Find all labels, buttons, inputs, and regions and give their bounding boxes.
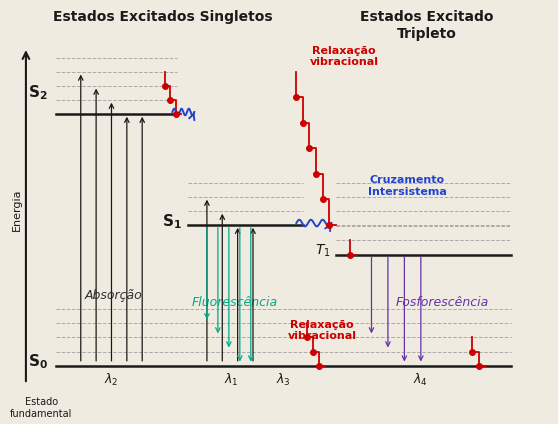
Text: $T_1$: $T_1$ [315,243,330,259]
Text: Relaxação
vibracional: Relaxação vibracional [287,320,357,341]
Text: Estados Excitados Singletos: Estados Excitados Singletos [53,10,273,24]
Text: Energia: Energia [12,189,22,232]
Text: Estados Excitado
Tripleto: Estados Excitado Tripleto [359,10,493,42]
Text: Relaxação
vibracional: Relaxação vibracional [310,46,378,67]
Text: Fluorescência: Fluorescência [191,296,277,309]
Text: $\mathbf{S_0}$: $\mathbf{S_0}$ [28,352,48,371]
Text: $\mathbf{S_2}$: $\mathbf{S_2}$ [28,84,48,102]
Text: $\lambda_3$: $\lambda_3$ [276,372,291,388]
Text: Estado
fundamental: Estado fundamental [10,397,73,418]
Text: Cruzamento
Intersistema: Cruzamento Intersistema [368,175,446,197]
Text: Fosforescência: Fosforescência [396,296,489,309]
Text: $\lambda_1$: $\lambda_1$ [224,372,239,388]
Text: Absorção: Absorção [85,289,142,302]
Text: $\mathbf{S_1}$: $\mathbf{S_1}$ [162,212,182,231]
Text: $\lambda_4$: $\lambda_4$ [413,372,429,388]
Text: $\lambda_2$: $\lambda_2$ [104,372,118,388]
